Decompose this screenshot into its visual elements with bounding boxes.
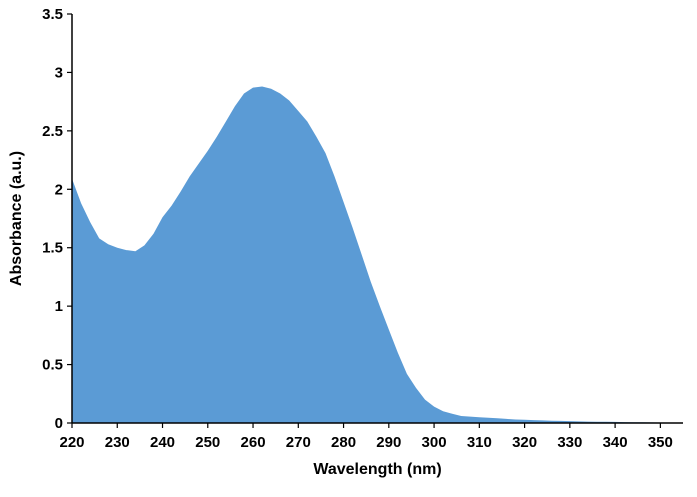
x-tick-label: 340 xyxy=(603,434,628,451)
y-tick-label: 0.5 xyxy=(42,357,63,374)
y-tick-label: 2 xyxy=(55,181,63,198)
x-tick-label: 230 xyxy=(105,434,130,451)
axes: 0 0.5 1 1.5 2 2.5 3 3.5 220 230 240 250 260 270 280 290… xyxy=(42,6,683,451)
y-tick-label: 1 xyxy=(55,298,63,315)
y-tick-label: 0 xyxy=(55,415,63,432)
y-tick-label: 2.5 xyxy=(42,123,63,140)
x-tick-label: 310 xyxy=(467,434,492,451)
y-tick-label: 1.5 xyxy=(42,240,63,257)
absorbance-area xyxy=(72,86,679,423)
x-tick-label: 320 xyxy=(512,434,537,451)
x-tick-label: 280 xyxy=(331,434,356,451)
x-tick-label: 270 xyxy=(286,434,311,451)
x-tick-label: 240 xyxy=(150,434,175,451)
x-tick-label: 330 xyxy=(557,434,582,451)
y-tick-label: 3 xyxy=(55,64,63,81)
y-axis-title: Absorbance (a.u.) xyxy=(8,151,25,286)
plot-area xyxy=(72,86,679,423)
x-tick-label: 260 xyxy=(241,434,266,451)
x-tick-label: 220 xyxy=(59,434,84,451)
x-tick-label: 350 xyxy=(648,434,673,451)
x-tick-label: 290 xyxy=(376,434,401,451)
x-axis-title: Wavelength (nm) xyxy=(313,461,441,478)
x-tick-label: 300 xyxy=(422,434,447,451)
x-tick-label: 250 xyxy=(195,434,220,451)
y-tick-label: 3.5 xyxy=(42,6,63,23)
